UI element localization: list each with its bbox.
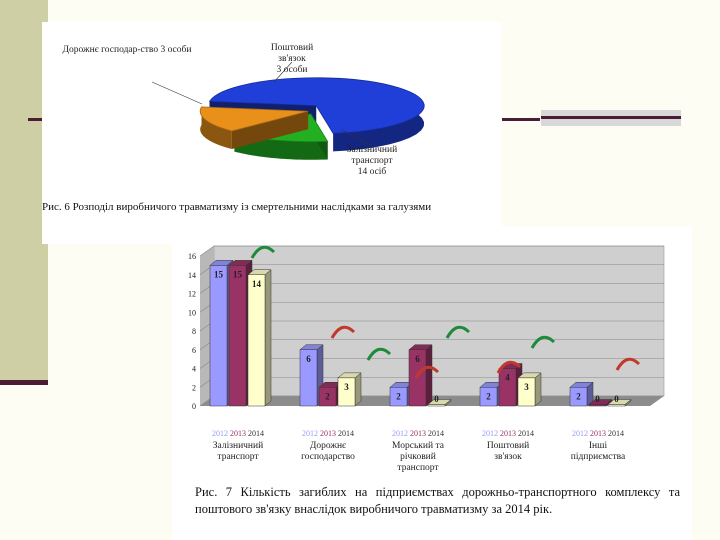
trend-arrow-icon xyxy=(366,347,392,361)
bar xyxy=(588,398,613,407)
left-decor-stripe xyxy=(0,0,48,385)
trend-arrow-icon xyxy=(330,325,356,339)
gridline-side xyxy=(199,245,215,257)
pie-leader-line xyxy=(341,129,373,147)
pie-label: Поштовий зв'язок 3 особи xyxy=(271,42,313,75)
pie-leader-line xyxy=(273,61,293,83)
y-tick-label: 10 xyxy=(188,308,196,317)
data-label: 2 xyxy=(325,391,330,401)
bar xyxy=(408,344,433,407)
pie-chart: Залізничний транспорт 14 осіб Дорожнє госпо… xyxy=(63,42,425,177)
decor-line-left xyxy=(28,118,48,121)
data-label: 6 xyxy=(415,354,420,364)
data-label: 0 xyxy=(595,394,600,404)
data-label: 2 xyxy=(486,391,491,401)
pie-slice xyxy=(199,106,309,150)
trend-arrow-icon xyxy=(445,325,471,339)
trend-arrow-icon xyxy=(496,360,522,374)
bar xyxy=(569,381,594,407)
figure-7-caption: Рис. 7 Кількість загиблих на підприємств… xyxy=(195,485,680,516)
data-label: 15 xyxy=(214,269,224,279)
year-labels: 2012 2013 2014 xyxy=(302,429,354,438)
category-label: Інші підприємства xyxy=(571,441,626,462)
figure-6-caption: Рис. 6 Розподіл виробничого травматизму … xyxy=(42,201,432,213)
year-labels: 2012 2013 2014 xyxy=(482,429,534,438)
data-label: 15 xyxy=(233,269,243,279)
year-labels: 2012 2013 2014 xyxy=(212,429,264,438)
y-tick-label: 16 xyxy=(188,252,196,261)
pie-label: Дорожнє господар-ство 3 особи xyxy=(63,44,192,55)
trend-arrow-icon xyxy=(530,335,556,349)
bar xyxy=(337,372,362,407)
y-tick-label: 14 xyxy=(188,271,196,280)
year-labels: 2012 2013 2014 xyxy=(392,429,444,438)
pie-leader-line xyxy=(151,81,203,105)
decor-line-right xyxy=(500,118,540,121)
data-label: 2 xyxy=(576,391,581,401)
figure-6-panel: Залізничний транспорт 14 осіб Дорожнє госпо… xyxy=(42,22,502,244)
y-tick-label: 2 xyxy=(192,383,196,392)
bar xyxy=(517,372,542,407)
bar xyxy=(607,398,632,407)
left-decor-line xyxy=(0,380,48,385)
data-label: 4 xyxy=(505,373,510,383)
bar xyxy=(247,269,272,407)
data-label: 3 xyxy=(524,382,529,392)
y-tick-label: 12 xyxy=(188,290,196,299)
data-label: 14 xyxy=(252,279,262,289)
bar xyxy=(389,381,414,407)
bar-chart: 0 2 4 6 8 10 12 14 16 15 15 14 2012 2013 2014 Залізни… xyxy=(188,245,665,473)
data-label: 3 xyxy=(344,382,349,392)
figure-7-panel: 0 2 4 6 8 10 12 14 16 15 15 14 2012 2013 2014 Залізни… xyxy=(172,226,692,540)
category-label: Дорожнє господарство xyxy=(301,441,355,462)
decor-block xyxy=(541,110,681,126)
trend-arrow-icon xyxy=(250,245,276,259)
category-label: Морський та річковий транспорт xyxy=(392,440,445,473)
category-label: Поштовий зв'язок xyxy=(487,440,529,462)
data-label: 2 xyxy=(396,391,401,401)
pie-label: Залізничний транспорт 14 осіб xyxy=(347,144,397,177)
data-label: 0 xyxy=(434,394,439,404)
year-labels: 2012 2013 2014 xyxy=(572,429,624,438)
data-label: 6 xyxy=(306,354,311,364)
data-label: 0 xyxy=(614,394,619,404)
y-tick-label: 6 xyxy=(192,346,196,355)
trend-arrow-icon xyxy=(414,365,440,379)
y-tick-label: 4 xyxy=(192,365,196,374)
y-tick-label: 8 xyxy=(192,327,196,336)
category-label: Залізничний транспорт xyxy=(213,440,263,462)
bar xyxy=(427,398,452,407)
y-tick-label: 0 xyxy=(192,402,196,411)
trend-arrow-icon xyxy=(615,357,641,371)
